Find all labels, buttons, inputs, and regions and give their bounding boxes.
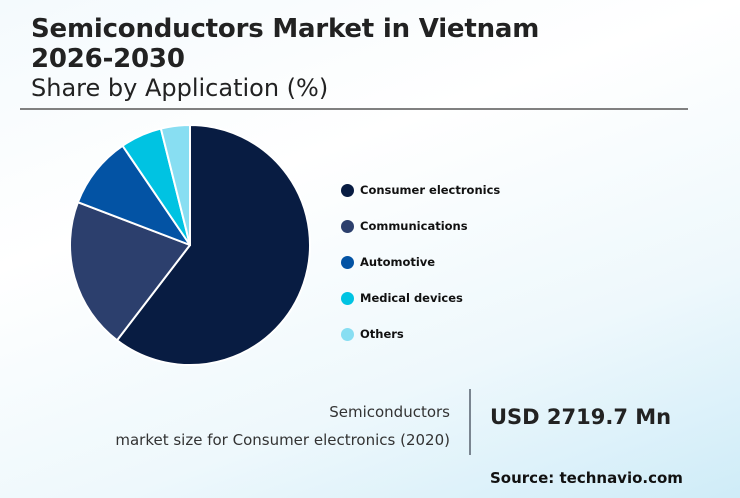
source-label: Source: technavio.com bbox=[490, 469, 683, 487]
legend-item-automotive: Automotive bbox=[341, 244, 500, 280]
legend-label: Automotive bbox=[360, 255, 436, 269]
stat-caption: Semiconductors market size for Consumer … bbox=[115, 398, 450, 454]
pie-slice-automotive bbox=[76, 144, 191, 246]
chart-title-line2: 2026-2030 bbox=[31, 44, 185, 74]
legend-label: Others bbox=[360, 327, 404, 341]
legend-item-consumer-electronics: Consumer electronics bbox=[341, 172, 500, 208]
legend: Consumer electronics Communications Auto… bbox=[341, 172, 500, 352]
pie-slice-consumer-electronics bbox=[116, 124, 311, 366]
stat-divider bbox=[469, 389, 471, 455]
legend-item-others: Others bbox=[341, 316, 500, 352]
legend-label: Medical devices bbox=[360, 291, 463, 305]
stat-caption-line1: Semiconductors bbox=[329, 403, 450, 421]
chart-title-line1: Semiconductors Market in Vietnam bbox=[31, 14, 540, 44]
chart-subtitle: Share by Application (%) bbox=[31, 74, 329, 102]
legend-item-medical-devices: Medical devices bbox=[341, 280, 500, 316]
legend-dot-icon bbox=[341, 327, 354, 341]
pie-chart bbox=[69, 124, 311, 366]
pie-slice-communications bbox=[69, 201, 191, 342]
legend-item-communications: Communications bbox=[341, 208, 500, 244]
title-divider bbox=[20, 108, 688, 110]
pie-slice-others bbox=[159, 124, 191, 246]
legend-dot-icon bbox=[341, 291, 354, 305]
legend-dot-icon bbox=[341, 219, 354, 233]
legend-dot-icon bbox=[341, 183, 354, 197]
chart-title: Semiconductors Market in Vietnam 2026-20… bbox=[31, 14, 539, 74]
legend-label: Consumer electronics bbox=[360, 183, 501, 197]
stat-caption-line2: market size for Consumer electronics (20… bbox=[115, 431, 450, 449]
legend-label: Communications bbox=[360, 219, 468, 233]
stat-value: USD 2719.7 Mn bbox=[490, 405, 672, 429]
legend-dot-icon bbox=[341, 255, 354, 269]
